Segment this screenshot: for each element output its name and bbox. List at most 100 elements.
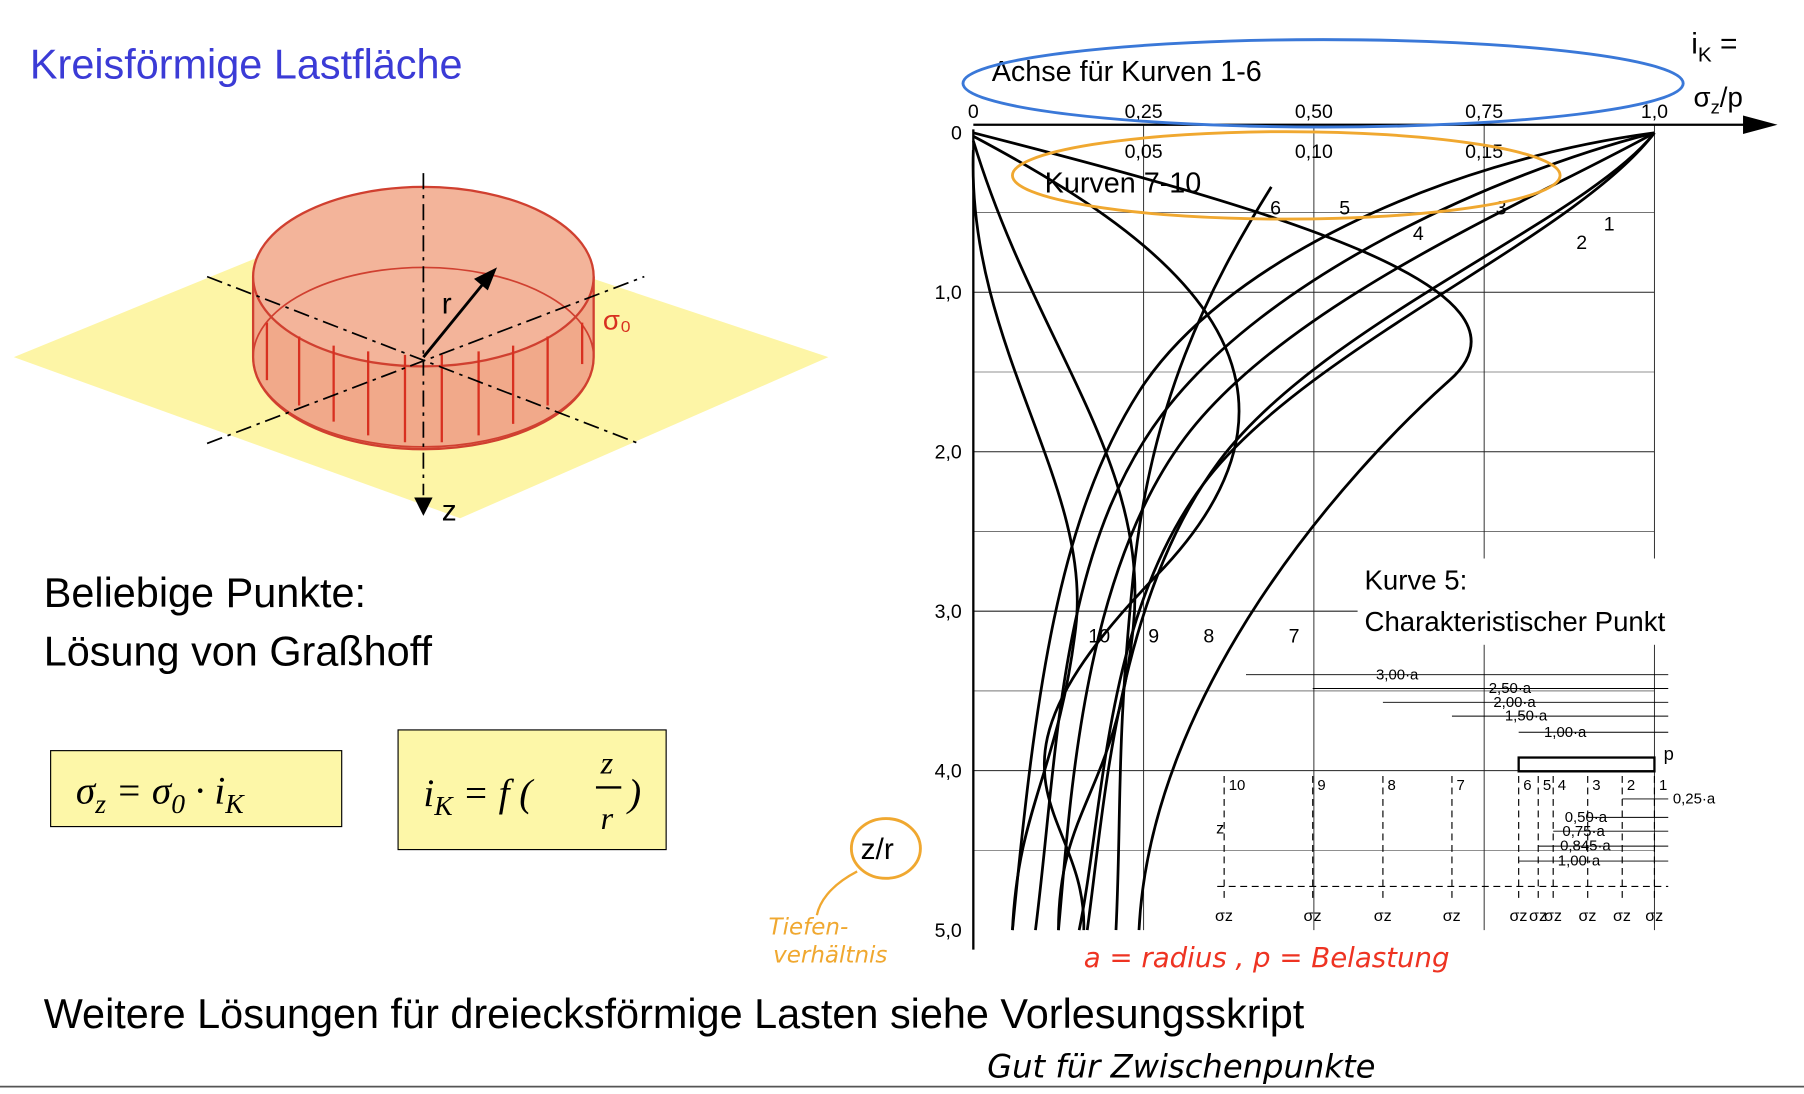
axis-label: Achse für Kurven 1-6	[992, 56, 1262, 88]
curve-label: 4	[1413, 223, 1424, 245]
dim-label: 0,75·a	[1562, 823, 1605, 840]
inset-stress: σz	[1613, 907, 1631, 925]
curve	[1011, 131, 1655, 931]
t: i	[1691, 27, 1698, 60]
inset-point: 2	[1627, 777, 1635, 794]
curve	[1057, 131, 1656, 931]
inset-point: 5	[1543, 777, 1551, 794]
f: σ	[76, 770, 97, 813]
radius-arrow	[422, 275, 491, 359]
highlight	[961, 38, 1685, 129]
t: K	[1698, 43, 1712, 66]
dim-label: 3,00·a	[1376, 666, 1419, 683]
inset-stress: σz	[1443, 907, 1461, 925]
dim-label: 1,00·a	[1558, 853, 1601, 870]
formula: )	[626, 772, 641, 815]
x-tick-label: 0	[968, 101, 979, 123]
note: Charakteristischer Punkt	[1365, 606, 1666, 637]
curve-label: 8	[1203, 625, 1214, 647]
inset-point: 3	[1592, 777, 1600, 794]
dim-label: 1,50·a	[1505, 708, 1548, 725]
grid	[973, 124, 1655, 931]
curve-label: 10	[1088, 625, 1110, 647]
curve-label: 7	[1289, 625, 1300, 647]
y-tick-label: 2,0	[935, 442, 962, 464]
slide-title: Kreisförmige Lastfläche	[30, 42, 463, 88]
inset-stress: σz	[1544, 907, 1562, 925]
dim-label: 0,845·a	[1560, 838, 1611, 855]
curve-label: 1	[1604, 214, 1615, 236]
curve-label: 5	[1339, 198, 1350, 220]
y-tick-label: 1,0	[935, 282, 962, 304]
fraction-den: r	[601, 800, 614, 836]
depth-label: z	[442, 495, 457, 528]
inset-stress: σz	[1529, 907, 1547, 925]
inset-stress: σz	[1374, 907, 1392, 925]
dim-label: 2,00·a	[1493, 694, 1536, 711]
inset-point: 9	[1317, 777, 1325, 794]
dim-label: 2,50·a	[1489, 680, 1532, 697]
inset-stress: σz	[1304, 907, 1322, 925]
x-tick-label: 0,10	[1295, 141, 1333, 163]
load-arrows	[265, 322, 584, 443]
inset-stress: σz	[1509, 907, 1527, 925]
y-tick-label: 3,0	[935, 601, 962, 623]
f: K	[224, 788, 245, 819]
curve	[972, 131, 1473, 931]
x-tick-label: 0,05	[1125, 141, 1163, 163]
circular-load-figure: r σ₀ z	[13, 173, 829, 528]
arrow-head	[414, 497, 433, 516]
ik-label: iK =	[1691, 27, 1737, 66]
inset-point: 1	[1659, 777, 1667, 794]
formula: σz = σ0 · iK	[76, 770, 245, 819]
curve-label: 9	[1148, 625, 1159, 647]
inset-point: 10	[1229, 777, 1246, 794]
note-bg	[1357, 558, 1749, 645]
inset-load	[1517, 756, 1656, 773]
x-tick-label: 0,75	[1465, 101, 1503, 123]
ratio-label: σz/p	[1694, 81, 1743, 117]
note: Kurve 5:	[1365, 565, 1468, 596]
x-tick-label: 0,25	[1125, 101, 1163, 123]
curve	[1114, 186, 1273, 931]
pointer	[815, 870, 858, 916]
t: =	[1712, 27, 1738, 60]
inset-load-label: p	[1664, 743, 1674, 764]
stress-label: σ₀	[603, 305, 631, 336]
x-tick-label: 0,50	[1295, 101, 1333, 123]
curve	[972, 140, 1137, 931]
inset-point: 6	[1523, 777, 1531, 794]
curve	[971, 150, 1079, 931]
formula-box	[397, 729, 667, 851]
inset-point: 4	[1558, 777, 1566, 794]
handwriting: Gut für Zwischenpunkte	[987, 1047, 1375, 1085]
inset-stress: σz	[1645, 907, 1663, 925]
formula: iK = f (	[423, 772, 535, 821]
t: σ	[1694, 81, 1711, 112]
y-label: z/r	[861, 833, 894, 866]
handwriting: verhältnis	[773, 942, 887, 968]
arrow-head	[1743, 115, 1778, 134]
curve-label: 6	[1270, 198, 1281, 220]
inset-point: 7	[1457, 777, 1465, 794]
inset-depth: z	[1216, 819, 1224, 837]
handwriting: a = radius , p = Belastung	[1084, 941, 1450, 974]
dim-label: 1,00·a	[1544, 724, 1587, 741]
handwriting: Tiefen-	[769, 915, 849, 941]
y-tick-label: 0	[951, 123, 962, 145]
t: z	[1711, 96, 1720, 117]
f: = f (	[453, 772, 536, 815]
curve	[1034, 131, 1655, 931]
fraction-num: z	[600, 745, 614, 781]
dim-label: 0,25·a	[1673, 791, 1716, 808]
f: z	[94, 788, 106, 819]
arrow-head	[474, 267, 498, 291]
x-tick-label: 1,0	[1641, 101, 1668, 123]
t: /p	[1720, 81, 1743, 112]
highlight	[1011, 130, 1562, 221]
inset-stress: σz	[1579, 907, 1597, 925]
curves	[971, 131, 1656, 931]
axis-label: Kurven 7-10	[1045, 168, 1202, 200]
diagram-labels: 0 0,25 0,50 0,75 1,00,05 0,10 0,1501,02,03,04,…	[935, 101, 1716, 942]
